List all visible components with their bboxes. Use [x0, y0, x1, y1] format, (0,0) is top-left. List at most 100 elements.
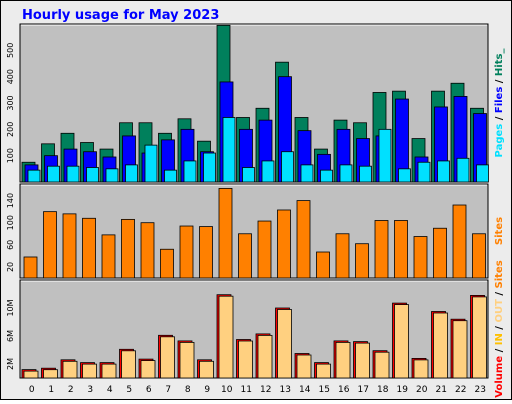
- bar-pages-4: [105, 168, 119, 183]
- bar-out-4: [101, 363, 117, 379]
- bar-pages-0: [27, 169, 41, 183]
- bar-pages-19: [398, 168, 411, 183]
- series-label-part: /: [494, 76, 505, 87]
- bar-sites-19: [394, 220, 408, 279]
- bar-pages-23: [476, 164, 489, 183]
- panel-0-ytick-label: 200: [6, 122, 15, 137]
- bar-sites-20: [413, 236, 428, 279]
- bar-pages-12: [261, 160, 275, 183]
- series-label-part: Volume: [494, 356, 505, 398]
- hour-label-3: 3: [87, 385, 93, 395]
- hour-label-5: 5: [126, 385, 132, 395]
- series-label-part: Sites: [494, 260, 505, 288]
- bar-pages-7: [164, 169, 177, 183]
- bar-pages-11: [242, 167, 255, 183]
- bar-sites-11: [238, 233, 252, 279]
- bar-pages-21: [437, 160, 450, 183]
- panel-2-background: [19, 279, 489, 379]
- bar-sites-10: [218, 188, 233, 279]
- hour-label-14: 14: [299, 385, 311, 395]
- series-label-part: /: [494, 288, 505, 299]
- bar-out-21: [433, 312, 448, 379]
- bar-out-14: [296, 354, 312, 379]
- bar-sites-1: [43, 211, 57, 279]
- bar-out-10: [218, 295, 234, 379]
- bar-pages-1: [47, 165, 60, 183]
- bar-out-16: [335, 341, 351, 379]
- bar-out-7: [160, 336, 175, 379]
- bar-out-0: [23, 370, 39, 379]
- hour-label-1: 1: [48, 385, 54, 395]
- panel-0-ytick-label: 300: [6, 95, 15, 110]
- bar-sites-2: [62, 213, 77, 279]
- panel-2-ytick-label: 6M: [6, 330, 15, 342]
- hour-label-4: 4: [107, 385, 113, 395]
- panel-1-ytick-label: 20: [6, 262, 15, 272]
- hour-label-10: 10: [221, 385, 233, 395]
- bar-sites-21: [433, 227, 447, 279]
- bar-pages-9: [203, 152, 216, 183]
- hour-label-16: 16: [338, 385, 350, 395]
- bar-out-23: [472, 296, 487, 379]
- bar-pages-18: [378, 128, 392, 183]
- hour-label-15: 15: [319, 385, 330, 395]
- bar-out-12: [257, 334, 273, 379]
- hour-label-0: 0: [29, 385, 35, 395]
- bar-sites-14: [296, 200, 311, 279]
- series-label-part: Files: [494, 87, 505, 113]
- hour-label-21: 21: [436, 385, 447, 395]
- panel-2-ytick-label: 10M: [6, 299, 15, 316]
- bar-pages-20: [417, 161, 431, 183]
- hour-label-11: 11: [241, 385, 252, 395]
- hour-label-19: 19: [397, 385, 409, 395]
- bar-pages-10: [222, 117, 236, 183]
- bar-pages-3: [86, 167, 99, 183]
- bar-pages-16: [339, 164, 353, 183]
- bar-out-15: [316, 363, 331, 379]
- panel-1-background: [19, 183, 489, 279]
- hour-label-2: 2: [68, 385, 74, 395]
- bar-pages-22: [456, 157, 470, 183]
- series-label-part: /: [494, 345, 505, 356]
- bar-out-18: [374, 351, 390, 379]
- hour-label-12: 12: [260, 385, 271, 395]
- bar-sites-9: [199, 226, 213, 279]
- panel-1-ytick-label: 100: [6, 215, 15, 230]
- series-label-part: /: [494, 113, 505, 124]
- series-label-part: Hits: [494, 54, 505, 77]
- bar-sites-13: [277, 209, 291, 279]
- bar-sites-22: [452, 204, 467, 279]
- series-label-part: /: [494, 323, 505, 334]
- bar-sites-3: [82, 217, 96, 279]
- bar-sites-12: [257, 220, 272, 279]
- bar-pages-6: [144, 144, 158, 183]
- bar-sites-4: [101, 234, 116, 279]
- series-label-part: Pages: [494, 124, 505, 158]
- bar-pages-5: [125, 164, 138, 183]
- bar-pages-14: [300, 164, 314, 183]
- panel-0-background: [19, 23, 489, 183]
- panel-0-ytick-label: 500: [6, 43, 15, 58]
- hour-label-23: 23: [475, 385, 486, 395]
- bar-pages-17: [359, 165, 372, 183]
- hour-label-22: 22: [455, 385, 466, 395]
- series-label-part: IN: [494, 333, 505, 345]
- chart-title: Hourly usage for May 2023: [22, 8, 219, 23]
- series-label-part: OUT: [494, 299, 505, 323]
- bar-out-9: [199, 360, 214, 379]
- bar-out-17: [355, 342, 370, 379]
- bar-out-5: [121, 350, 136, 379]
- bar-out-20: [413, 359, 429, 379]
- bar-out-6: [140, 360, 156, 379]
- panel-0-ytick-label: 400: [6, 69, 15, 84]
- series-label-part: Sites: [494, 217, 505, 245]
- panel-1-ytick-label: 60: [6, 240, 15, 250]
- hour-label-18: 18: [377, 385, 389, 395]
- hour-label-6: 6: [146, 385, 152, 395]
- bar-out-13: [277, 309, 292, 379]
- bar-pages-8: [183, 160, 197, 183]
- bar-sites-0: [23, 256, 38, 279]
- bar-sites-23: [472, 233, 486, 279]
